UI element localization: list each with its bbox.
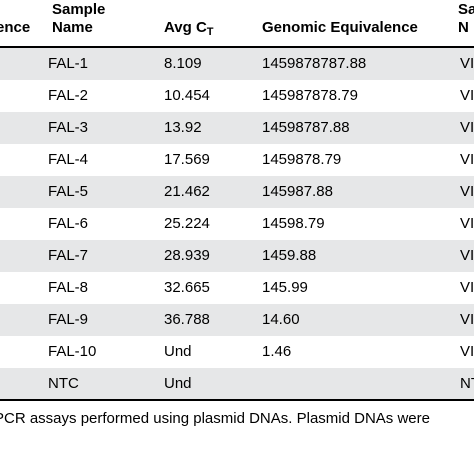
- table-row: FAL-3 13.92 14598787.88 VI: [0, 112, 474, 144]
- table-caption: PCR assays performed using plasmid DNAs.…: [0, 410, 430, 427]
- avg-ct-cell: 25.224: [164, 215, 210, 232]
- sample-name-cell: NTC: [48, 375, 79, 392]
- sample-name-cell: FAL-10: [48, 343, 97, 360]
- col4-cell: VI: [460, 87, 474, 104]
- col4-cell: VI: [460, 119, 474, 136]
- sample-name-cell: FAL-6: [48, 215, 89, 232]
- genomic-equivalence-cell: 14598787.88: [262, 119, 350, 136]
- col4-cell: VI: [460, 343, 474, 360]
- avg-ct-cell: Und: [164, 375, 192, 392]
- col4-cell: VI: [460, 247, 474, 264]
- genomic-equivalence-cell: 14598.79: [262, 215, 325, 232]
- bottom-rule: [0, 399, 474, 401]
- sample-name-cell: FAL-9: [48, 311, 89, 328]
- header-col0: ence: [0, 19, 31, 36]
- header-avg-ct: Avg CT: [164, 19, 214, 41]
- header-sample-name-line2: Name: [52, 19, 93, 36]
- avg-ct-cell: 17.569: [164, 151, 210, 168]
- table-row: FAL-7 28.939 1459.88 VI: [0, 240, 474, 272]
- avg-ct-cell: Und: [164, 343, 192, 360]
- avg-ct-cell: 36.788: [164, 311, 210, 328]
- sample-name-cell: FAL-2: [48, 87, 89, 104]
- header-avg-ct-subscript: T: [206, 26, 214, 38]
- table-row: FAL-5 21.462 145987.88 VI: [0, 176, 474, 208]
- sample-name-cell: FAL-7: [48, 247, 89, 264]
- table-row: FAL-1 8.109 1459878787.88 VI: [0, 48, 474, 80]
- avg-ct-cell: 28.939: [164, 247, 210, 264]
- header-genomic-equivalence: Genomic Equivalence: [262, 19, 418, 36]
- genomic-equivalence-cell: 1459.88: [262, 247, 317, 264]
- table-row: FAL-9 36.788 14.60 VI: [0, 304, 474, 336]
- table-row: NTC Und NT: [0, 368, 474, 400]
- sample-name-cell: FAL-1: [48, 55, 89, 72]
- header-avg-ct-label: Avg C: [164, 19, 207, 36]
- table-row: FAL-2 10.454 145987878.79 VI: [0, 80, 474, 112]
- header-col4-line2: N: [458, 19, 469, 36]
- col4-cell: VI: [460, 215, 474, 232]
- genomic-equivalence-cell: 1.46: [262, 343, 292, 360]
- genomic-equivalence-cell: 145987878.79: [262, 87, 358, 104]
- sample-name-cell: FAL-5: [48, 183, 89, 200]
- genomic-equivalence-cell: 145.99: [262, 279, 308, 296]
- genomic-equivalence-cell: 14.60: [262, 311, 300, 328]
- avg-ct-cell: 32.665: [164, 279, 210, 296]
- avg-ct-cell: 10.454: [164, 87, 210, 104]
- avg-ct-cell: 8.109: [164, 55, 202, 72]
- col4-cell: VI: [460, 279, 474, 296]
- header-col4-line1: Sa: [458, 1, 474, 18]
- header-sample-name-line1: Sample: [52, 1, 106, 18]
- col4-cell: VI: [460, 183, 474, 200]
- sample-name-cell: FAL-8: [48, 279, 89, 296]
- col4-cell: NT: [460, 375, 474, 392]
- header-rule: [0, 46, 474, 48]
- col4-cell: VI: [460, 311, 474, 328]
- col4-cell: VI: [460, 151, 474, 168]
- table-row: FAL-4 17.569 1459878.79 VI: [0, 144, 474, 176]
- sample-name-cell: FAL-3: [48, 119, 89, 136]
- genomic-equivalence-cell: 1459878.79: [262, 151, 342, 168]
- table-row: FAL-6 25.224 14598.79 VI: [0, 208, 474, 240]
- avg-ct-cell: 13.92: [164, 119, 202, 136]
- table-row: FAL-10 Und 1.46 VI: [0, 336, 474, 368]
- genomic-equivalence-cell: 145987.88: [262, 183, 333, 200]
- genomic-equivalence-cell: 1459878787.88: [262, 55, 367, 72]
- avg-ct-cell: 21.462: [164, 183, 210, 200]
- col4-cell: VI: [460, 55, 474, 72]
- sample-name-cell: FAL-4: [48, 151, 89, 168]
- table-row: FAL-8 32.665 145.99 VI: [0, 272, 474, 304]
- table-header: ence Sample Name Avg CT Genomic Equivale…: [0, 0, 474, 46]
